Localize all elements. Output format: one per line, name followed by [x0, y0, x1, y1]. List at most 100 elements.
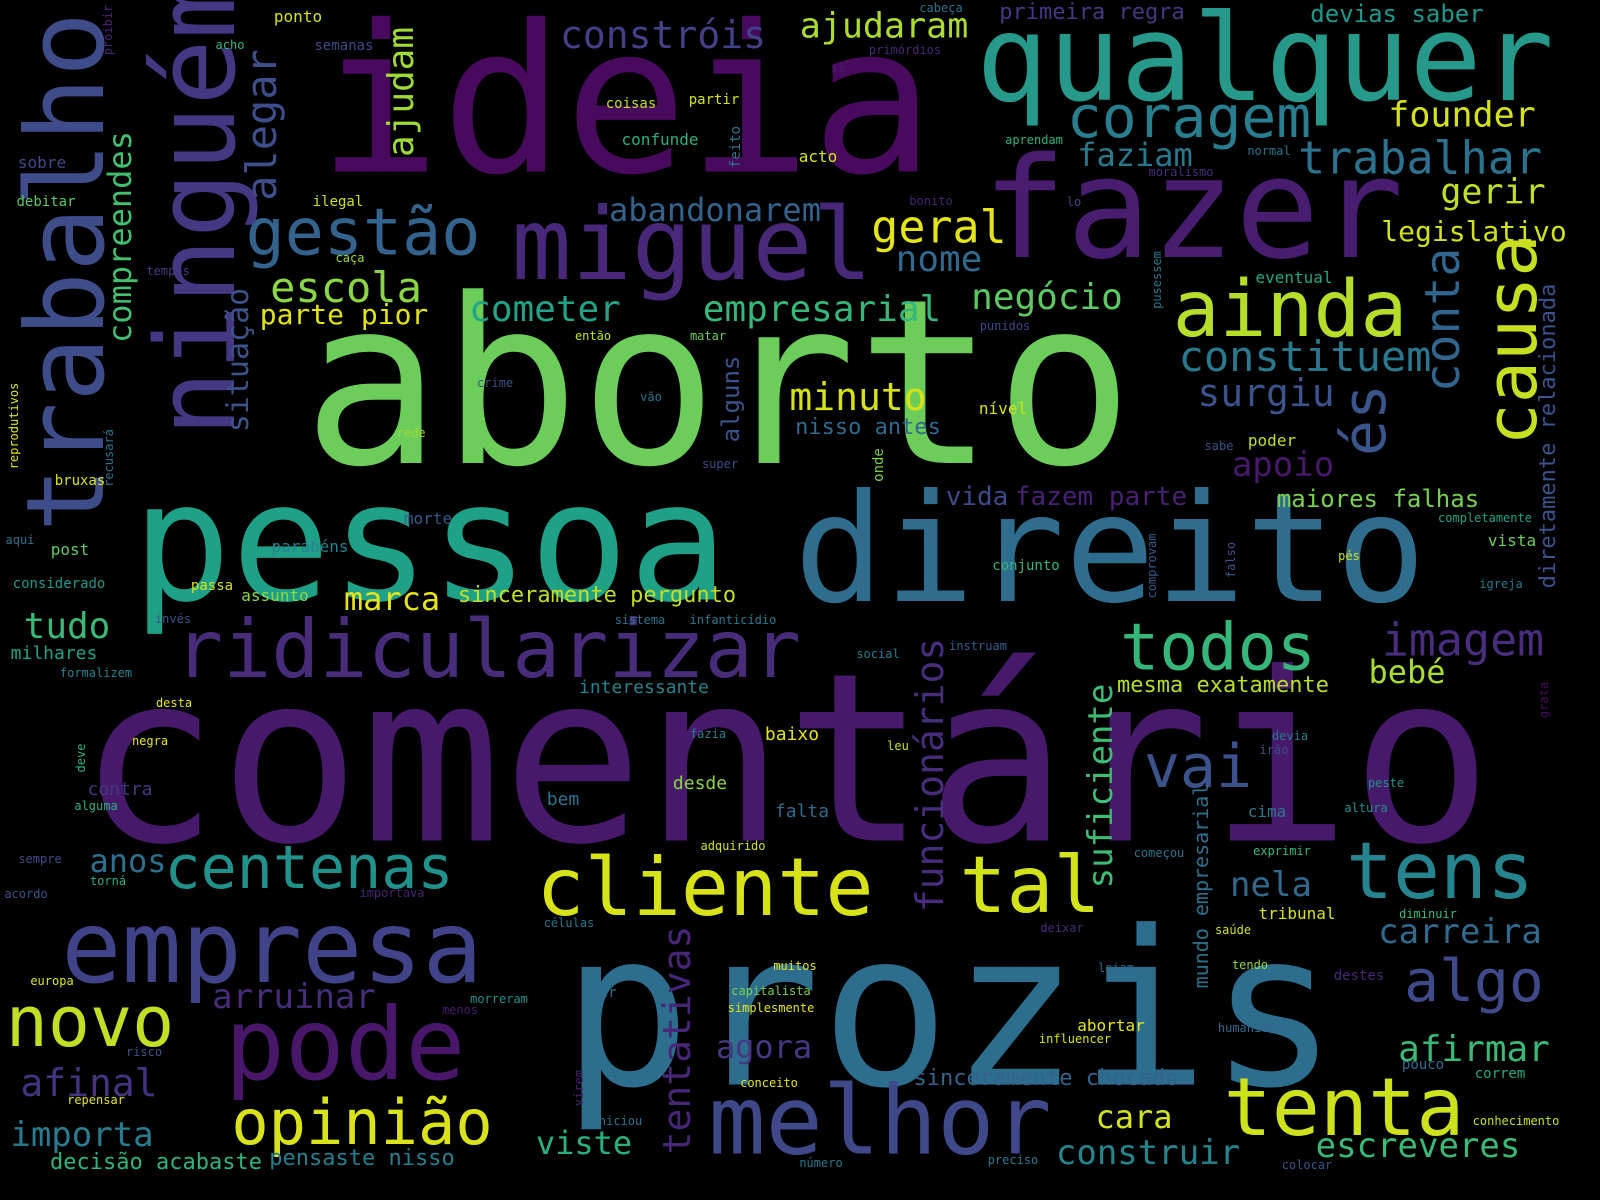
word: assunto — [241, 586, 309, 605]
word: mesma exatamente — [1117, 673, 1329, 698]
word: ridicularizar — [174, 603, 802, 696]
word: morte — [403, 509, 453, 528]
word: sinceramente chocado — [913, 1066, 1179, 1091]
word: correm — [1474, 1066, 1526, 1082]
word: influencer — [1038, 1032, 1112, 1046]
word: algo — [1404, 947, 1544, 1015]
word: alguns — [717, 355, 745, 443]
word: alegar — [237, 49, 286, 201]
word: cabeça — [919, 1, 963, 15]
word: proibir — [101, 4, 115, 56]
word: miguel — [511, 186, 873, 303]
word: anos — [89, 842, 167, 880]
word: pusessem — [1150, 251, 1164, 309]
word: viste — [535, 1124, 633, 1162]
word: escola — [270, 263, 422, 312]
word: situação — [221, 287, 256, 433]
word: deve — [74, 743, 88, 773]
word: confunde — [621, 130, 699, 149]
word: semanas — [314, 38, 374, 54]
word: tribunal — [1258, 904, 1336, 923]
word: és — [1330, 383, 1400, 457]
word: feito — [728, 125, 744, 169]
word: sabe — [1204, 439, 1234, 453]
word: peste — [1367, 776, 1405, 790]
word: aprendam — [1005, 133, 1063, 147]
word: iniciou — [591, 1114, 643, 1128]
word: direito — [793, 463, 1427, 637]
word: surgiu — [1197, 371, 1335, 415]
word: moralismo — [1148, 165, 1214, 179]
word: nome — [895, 239, 983, 280]
word: negócio — [971, 277, 1123, 318]
word: vida — [945, 482, 1009, 512]
word: capitalista — [731, 984, 811, 998]
word: crime — [476, 376, 514, 390]
word: muitos — [773, 959, 817, 973]
word: rede — [396, 426, 426, 440]
word: nela — [1230, 865, 1312, 905]
word: ajudaram — [799, 6, 969, 47]
word: mundo empresarial — [1189, 783, 1213, 989]
word: abandonarem — [609, 191, 821, 229]
word: irão — [1259, 743, 1289, 757]
word: aborto — [302, 251, 1134, 518]
word: constituem — [1178, 332, 1432, 381]
word: repensar — [67, 1093, 125, 1107]
word: escreveres — [1315, 1126, 1521, 1166]
word: poder — [1247, 431, 1297, 450]
word: minuto — [789, 375, 927, 419]
word: bebé — [1368, 653, 1446, 691]
word: fazem parte — [1014, 482, 1188, 512]
word: milhares — [10, 643, 98, 664]
word: conceito — [740, 1076, 798, 1090]
word: pés — [1338, 549, 1360, 563]
word: importa — [10, 1115, 154, 1155]
word: tendo — [1231, 958, 1269, 972]
word: melhor — [708, 1066, 1052, 1176]
word: cometer — [469, 289, 621, 330]
word: pensaste nisso — [269, 1146, 455, 1171]
word: tens — [1346, 827, 1534, 917]
word: partir — [688, 92, 740, 108]
word: conhecimento — [1472, 1114, 1560, 1128]
word: desta — [155, 696, 193, 710]
word: humanidade — [1217, 1021, 1291, 1035]
word: tempos — [146, 264, 190, 278]
word: cliente — [536, 841, 874, 934]
word: normal — [1247, 144, 1291, 158]
word: baixo — [764, 724, 820, 745]
word: virem — [572, 1069, 586, 1107]
word: opinião — [231, 1086, 493, 1159]
word: interessante — [578, 677, 710, 698]
word: apoio — [1231, 445, 1335, 485]
word: empresarial — [702, 289, 942, 330]
word: gestão — [245, 195, 481, 271]
word: legislativo — [1381, 215, 1567, 248]
word: constróis — [560, 13, 766, 57]
word: vai — [1143, 732, 1253, 802]
word: arruinar — [212, 977, 376, 1017]
word: super — [701, 457, 739, 471]
word: matar — [689, 329, 727, 343]
word: eventual — [1255, 268, 1333, 287]
word: construir — [1055, 1133, 1241, 1173]
word: ainda — [1172, 265, 1408, 355]
word: risco — [125, 1045, 163, 1059]
word: cara — [1095, 1098, 1173, 1136]
word: tenta — [1223, 1061, 1465, 1154]
word: células — [543, 916, 595, 930]
word: diretamente relacionada — [1536, 283, 1561, 589]
word: infanticídio — [689, 613, 777, 627]
word: primeira regra — [999, 0, 1185, 25]
word: centenas — [164, 833, 454, 903]
word: desde — [672, 773, 728, 794]
word: sinceramente pergunto — [457, 583, 737, 608]
word: morreram — [470, 992, 528, 1006]
word: fazia — [689, 727, 727, 741]
word: pessoa — [131, 446, 729, 639]
word: social — [856, 647, 900, 661]
word: todos — [1120, 610, 1316, 686]
word: importava — [359, 886, 425, 900]
word: preciso — [987, 1153, 1039, 1167]
